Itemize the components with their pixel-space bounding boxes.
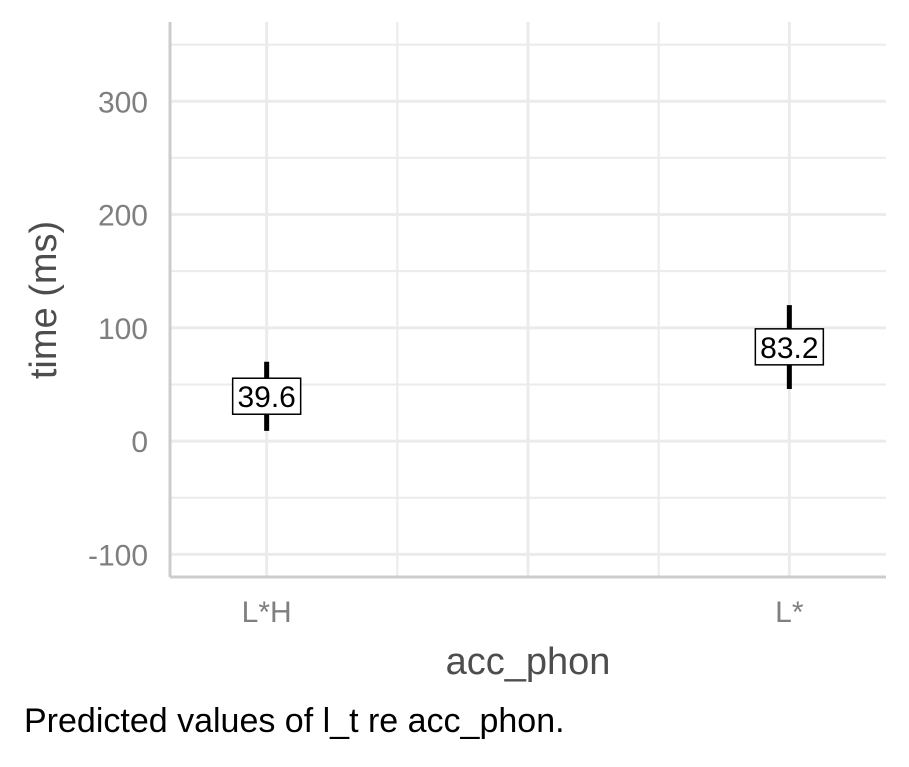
data-marks: 39.6 83.2 — [231, 305, 825, 431]
axes — [168, 22, 886, 579]
chart-caption: Predicted values of l_t re acc_phon. — [24, 702, 565, 740]
x-tick-label: L*H — [242, 596, 292, 629]
y-tick-label: 300 — [98, 86, 148, 119]
value-label: 83.2 — [760, 332, 818, 365]
y-tick-label: 200 — [98, 200, 148, 233]
value-label-box — [754, 328, 825, 366]
y-tick-label: 100 — [98, 313, 148, 346]
x-tick-label: L* — [775, 596, 804, 629]
chart-canvas: -100 0 100 200 300 L*H L* 39.6 83.2 acc_phon t… — [23, 22, 886, 683]
major-gridlines — [170, 22, 886, 577]
x-tick-labels: L*H L* — [242, 596, 804, 629]
y-tick-label: -100 — [88, 539, 148, 572]
y-axis-title: time (ms) — [23, 221, 65, 379]
value-label-box — [231, 377, 302, 415]
y-tick-labels: -100 0 100 200 300 — [88, 86, 148, 572]
y-tick-label: 0 — [131, 426, 148, 459]
value-label: 39.6 — [237, 381, 295, 414]
x-axis-title: acc_phon — [446, 641, 611, 683]
